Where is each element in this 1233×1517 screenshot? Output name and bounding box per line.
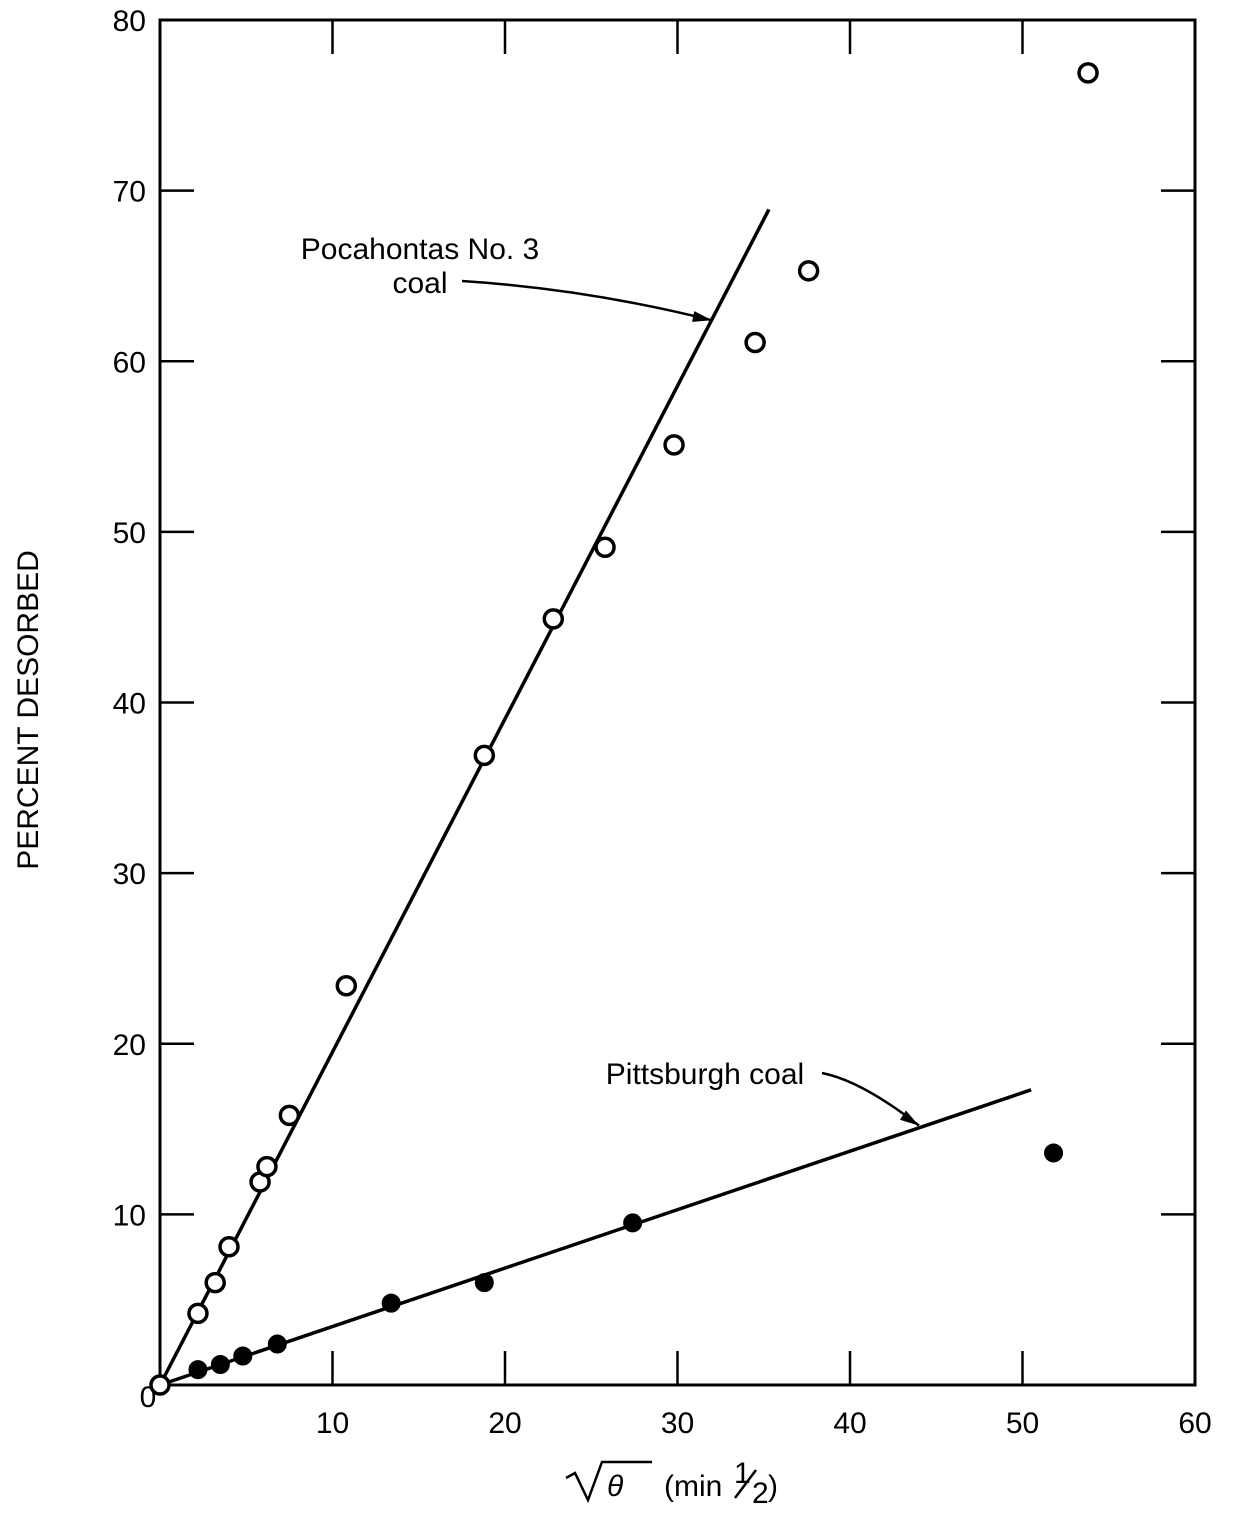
data-point-pocahontas [594, 536, 616, 558]
x-axis-unit-fraction-bar [734, 1469, 757, 1499]
y-tick-label: 70 [113, 176, 146, 209]
annotation-pocahontas-arrowhead [692, 311, 712, 322]
annotation-pittsburgh-arrowhead [899, 1110, 919, 1126]
data-point-pocahontas [542, 608, 565, 630]
data-point-pocahontas [218, 1236, 240, 1258]
origin-label: 0 [140, 1381, 157, 1414]
x-tick-label: 40 [833, 1407, 866, 1440]
x-axis-unit-sub: 2 [752, 1477, 769, 1510]
data-point-pocahontas [187, 1302, 209, 1325]
annotation-pocahontas-line2: coal [392, 267, 447, 300]
data-point-pocahontas [1077, 62, 1099, 84]
data-point-pocahontas [744, 331, 766, 354]
sqrt-symbol [565, 1460, 652, 1504]
plot-frame [158, 18, 1197, 1387]
y-tick-label: 80 [113, 5, 146, 38]
data-point-pittsburgh [267, 1334, 287, 1354]
data-point-pocahontas [335, 974, 358, 997]
data-point-pittsburgh [623, 1213, 643, 1233]
y-axis-title: PERCENT DESORBED [12, 550, 45, 870]
y-tick-label: 60 [113, 346, 146, 379]
x-tick-label: 50 [1006, 1407, 1039, 1440]
y-tick-label: 50 [113, 517, 146, 550]
annotation-pocahontas-leader [461, 279, 713, 322]
annotation-pittsburgh: Pittsburgh coal [606, 1058, 804, 1091]
y-tick-label: 30 [113, 858, 146, 891]
data-point-pocahontas [663, 434, 685, 456]
ticks-group [160, 20, 1195, 1385]
data-points-group [149, 62, 1099, 1396]
data-point-pocahontas [256, 1155, 278, 1178]
x-tick-label: 10 [316, 1407, 349, 1440]
fit-lines-group [158, 208, 1032, 1387]
x-axis-title: θ (min 12) [565, 1457, 778, 1510]
x-tick-label: 30 [661, 1407, 694, 1440]
y-tick-label: 10 [113, 1199, 146, 1232]
x-axis-unit-close: ) [768, 1470, 778, 1503]
data-point-pittsburgh [233, 1346, 253, 1366]
x-axis-unit: (min [664, 1470, 722, 1503]
plot-frame-group [158, 18, 1197, 1387]
data-point-pittsburgh [210, 1355, 230, 1375]
data-point-pittsburgh [474, 1273, 494, 1293]
x-axis-unit-sup: 1 [734, 1457, 751, 1490]
annotation-pocahontas-line1: Pocahontas No. 3 [301, 233, 540, 266]
data-point-pittsburgh [188, 1360, 208, 1380]
x-axis-symbol: θ [607, 1470, 624, 1503]
data-point-pocahontas [204, 1271, 226, 1294]
data-point-pocahontas [473, 744, 496, 767]
y-tick-label: 40 [113, 688, 146, 721]
x-tick-label: 60 [1178, 1407, 1211, 1440]
labels-group: 10 20 30 40 50 60 10 20 30 40 50 60 70 80 0 Pocahontas … [12, 5, 1212, 1510]
data-point-pocahontas [278, 1104, 301, 1127]
data-point-pocahontas [797, 260, 820, 282]
data-point-pittsburgh [1044, 1143, 1064, 1163]
fit-line-pittsburgh [159, 1088, 1032, 1387]
data-point-pittsburgh [381, 1293, 401, 1313]
y-tick-label: 20 [113, 1029, 146, 1062]
data-point-pocahontas [149, 1374, 171, 1396]
x-tick-label: 20 [488, 1407, 521, 1440]
